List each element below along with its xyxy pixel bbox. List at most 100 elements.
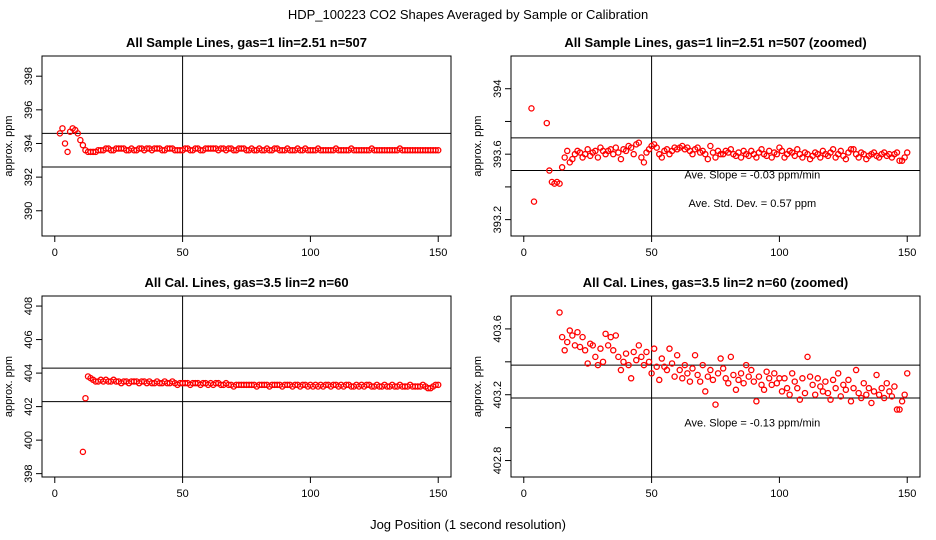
data-point: [707, 366, 714, 374]
panel-title: All Sample Lines, gas=1 lin=2.51 n=507 (…: [564, 35, 866, 50]
data-point: [635, 139, 643, 146]
data-point: [602, 330, 609, 338]
plot-frame: [510, 55, 921, 237]
y-tick-label: 394: [492, 80, 504, 98]
data-point: [584, 146, 591, 153]
data-point: [794, 146, 801, 153]
x-tick-label: 150: [898, 488, 916, 500]
y-tick-label: 392: [23, 168, 35, 186]
data-point: [607, 333, 614, 341]
y-axis-label: approx. ppm: [472, 356, 484, 417]
x-tick-label: 50: [645, 488, 657, 500]
data-point: [712, 401, 719, 408]
y-tick-label: 402.8: [492, 447, 504, 475]
data-point: [758, 146, 765, 153]
data-point: [528, 105, 535, 112]
data-point: [689, 365, 696, 372]
y-axis-label: approx. ppm: [3, 115, 15, 176]
x-tick-label: 0: [52, 247, 58, 259]
data-point: [648, 370, 655, 377]
data-point: [735, 376, 742, 384]
x-tick-label: 50: [176, 247, 188, 259]
data-point: [725, 379, 732, 387]
data-point: [878, 384, 885, 392]
data-point: [663, 366, 671, 374]
data-point: [737, 370, 745, 377]
data-point: [763, 368, 770, 375]
figure-x-axis-label: Jog Position (1 second resolution): [370, 517, 566, 532]
panel-annotation: Ave. Slope = -0.03 ppm/min: [684, 169, 820, 181]
data-point: [717, 150, 724, 158]
data-point: [668, 360, 676, 367]
y-axis-label: approx. ppm: [472, 115, 484, 176]
data-point: [714, 370, 722, 377]
data-point: [691, 351, 699, 359]
data-point: [563, 147, 571, 155]
data-point: [773, 150, 781, 158]
y-axis-label: approx. ppm: [3, 356, 15, 417]
data-point: [827, 396, 834, 403]
chart-panel-3: All Cal. Lines, gas=3.5 lin=2 n=60 0 50 100…: [3, 275, 452, 500]
data-point: [556, 309, 563, 316]
data-point: [599, 358, 607, 366]
data-point: [788, 370, 796, 377]
data-point: [686, 378, 694, 385]
data-point: [650, 345, 658, 352]
data-point: [811, 391, 819, 398]
x-tick-label: 150: [429, 488, 447, 500]
y-tick-label: 390: [23, 202, 35, 220]
data-point: [684, 370, 691, 377]
data-point: [571, 342, 579, 349]
data-point: [558, 333, 566, 341]
data-point: [604, 342, 612, 349]
x-tick-label: 150: [429, 247, 447, 259]
data-point: [569, 332, 576, 339]
data-point: [814, 375, 822, 382]
data-point: [594, 154, 602, 161]
data-point: [883, 379, 891, 387]
data-point: [79, 448, 87, 456]
data-point: [561, 347, 568, 354]
data-point: [898, 398, 906, 405]
data-point: [847, 398, 855, 405]
data-point: [837, 393, 845, 400]
data-point: [778, 147, 786, 155]
data-point: [712, 154, 719, 161]
data-point: [860, 379, 868, 387]
data-point: [801, 389, 809, 397]
data-point: [819, 388, 827, 395]
panel-annotation: Ave. Slope = -0.13 ppm/min: [684, 417, 820, 429]
data-point: [873, 371, 880, 379]
data-point: [842, 386, 850, 394]
data-point: [597, 345, 604, 352]
data-point: [868, 399, 875, 407]
data-point: [891, 383, 898, 390]
data-point: [840, 381, 847, 389]
data-point: [817, 383, 824, 390]
data-point: [765, 375, 773, 382]
data-point: [617, 366, 625, 374]
x-tick-label: 150: [898, 247, 916, 259]
data-point: [581, 347, 589, 354]
data-point: [630, 150, 637, 158]
data-point: [699, 361, 706, 369]
data-point: [645, 358, 653, 366]
plot-frame: [41, 295, 452, 478]
data-point: [863, 391, 870, 398]
data-point: [742, 361, 750, 369]
data-point: [804, 353, 811, 361]
data-point: [558, 164, 566, 171]
data-point: [574, 328, 581, 336]
data-point: [79, 141, 87, 149]
data-point: [77, 136, 84, 144]
data-point: [59, 125, 66, 132]
data-point: [870, 388, 878, 395]
data-point: [855, 154, 862, 161]
y-tick-label: 403.2: [492, 381, 504, 409]
data-point: [737, 154, 745, 161]
chart-panel-4: All Cal. Lines, gas=3.5 lin=2 n=60 (zoom…: [472, 275, 921, 500]
data-point: [750, 378, 758, 385]
data-point: [852, 366, 860, 374]
x-tick-label: 100: [770, 247, 788, 259]
y-tick-label: 398: [23, 67, 35, 85]
